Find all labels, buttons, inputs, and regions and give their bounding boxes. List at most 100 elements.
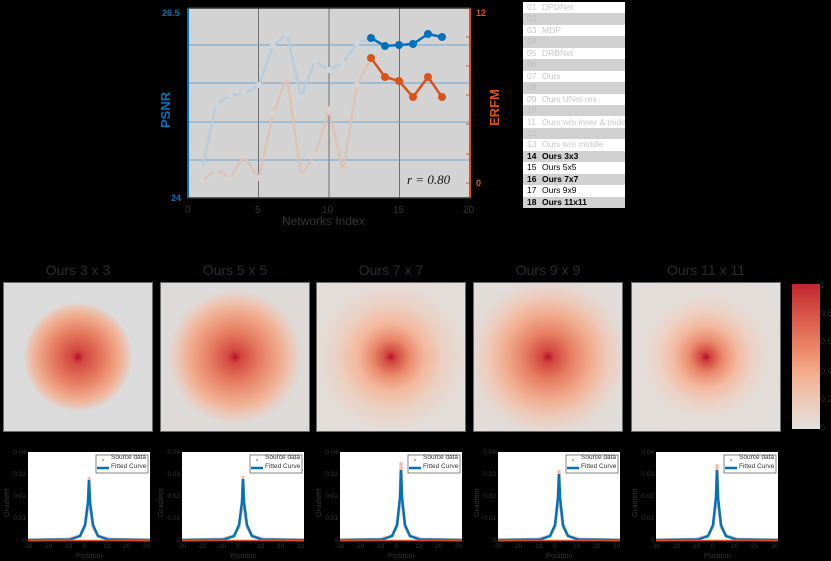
legend-item-label: DPDNet bbox=[542, 2, 574, 12]
legend-item-number: 02 bbox=[527, 13, 537, 24]
profile-y-tick: 0.01 bbox=[483, 515, 496, 522]
psnr-axis-label: PSNR bbox=[158, 91, 173, 128]
profile-y-label: Gradient bbox=[2, 488, 11, 517]
heatmap-title-3x3: Ours 3 x 3 bbox=[45, 262, 111, 278]
x-grid bbox=[258, 8, 400, 198]
erfm-markers bbox=[367, 54, 446, 101]
profile-x-tick: 30 bbox=[613, 543, 621, 550]
legend-item-number: 07 bbox=[527, 70, 537, 81]
profile-y-tick: 0.01 bbox=[641, 515, 654, 522]
heatmap-title-9x9: Ours 9 x 9 bbox=[515, 262, 581, 278]
legend-item: 07 Ours bbox=[523, 71, 625, 82]
legend-item-number: 14 bbox=[527, 150, 537, 161]
x-tick-10: 10 bbox=[322, 205, 334, 216]
legend-item-number: 09 bbox=[527, 93, 537, 104]
heatmap-title-7x7: Ours 7 x 7 bbox=[358, 262, 424, 278]
legend-item-label: Ours 5x5 bbox=[542, 162, 577, 173]
legend-item-label: Ours 11x11 bbox=[542, 196, 587, 207]
heatmap-7x7 bbox=[316, 282, 466, 432]
profile-y-tick: 0.01 bbox=[325, 515, 338, 522]
x-axis-label: Networks Index bbox=[282, 214, 365, 228]
heatmap-3x3 bbox=[3, 282, 153, 432]
profile-x-tick: 0 bbox=[395, 543, 399, 550]
erfm-tick-top: 12 bbox=[476, 8, 487, 18]
profile-y-tick: 0.01 bbox=[167, 515, 180, 522]
legend-item: 05 DRBNet bbox=[523, 48, 625, 59]
profile-y-tick: 0.01 bbox=[13, 515, 26, 522]
profile-y-tick: 0.04 bbox=[325, 449, 338, 456]
legend-item: 13 Ours w/o middle bbox=[523, 139, 625, 150]
profile-y-label: Gradient bbox=[156, 488, 165, 517]
profile-y-tick: 0 bbox=[334, 537, 338, 544]
profile-x-tick: -10 bbox=[533, 543, 543, 550]
legend-item-label: Ours 9x9 bbox=[542, 185, 577, 196]
profile-legend-source: Source data bbox=[111, 454, 147, 461]
profile-x-tick: -30 bbox=[493, 543, 503, 550]
heatmap-9x9 bbox=[473, 282, 623, 432]
psnr-markers-faded bbox=[199, 31, 360, 172]
legend-item-number: 03 bbox=[527, 24, 537, 35]
profile-x-tick: 10 bbox=[573, 543, 581, 550]
legend-item: 18 Ours 11x11 bbox=[523, 196, 625, 209]
legend-item-number: 16 bbox=[527, 173, 537, 184]
legend-item-label: Ours w/o inner & middle bbox=[542, 116, 625, 127]
profile-x-tick: 0 bbox=[237, 543, 241, 550]
right-ticks bbox=[466, 36, 470, 184]
profile-y-tick: 0.04 bbox=[483, 449, 496, 456]
legend-item-number: 18 bbox=[527, 196, 537, 207]
profile-x-tick: -10 bbox=[217, 543, 227, 550]
colorbar bbox=[792, 284, 820, 429]
profile-y-tick: 0.02 bbox=[13, 493, 26, 500]
profile-y-tick: 0.04 bbox=[13, 449, 26, 456]
legend-item-number: 15 bbox=[527, 162, 537, 173]
profile-x-tick: 20 bbox=[123, 543, 131, 550]
profile-legend-source: Source data bbox=[423, 454, 459, 461]
profile-x-tick: 30 bbox=[143, 543, 151, 550]
legend-item: 10 bbox=[523, 105, 625, 117]
profile-x-tick: 10 bbox=[731, 543, 739, 550]
profile-x-tick: 30 bbox=[297, 543, 305, 550]
profile-x-tick: 0 bbox=[553, 543, 557, 550]
profile-legend-fitted: Fitted Curve bbox=[739, 463, 775, 470]
profile-x-tick: 30 bbox=[771, 543, 779, 550]
legend-item: 16 Ours 7x7 bbox=[523, 173, 625, 186]
legend-item-number: 06 bbox=[527, 59, 537, 70]
main-plot bbox=[187, 7, 471, 199]
x-tick-20: 20 bbox=[463, 205, 475, 216]
profile-x-tick: -10 bbox=[691, 543, 701, 550]
legend-item-label: DRBNet bbox=[542, 47, 574, 58]
heatmap-11x11 bbox=[631, 282, 781, 432]
x-tick-0: 0 bbox=[185, 205, 191, 216]
profile-plots bbox=[27, 452, 779, 542]
profile-x-label: Position bbox=[388, 551, 415, 560]
network-legend: 01 DPDNet 02 03 MDP 04 05 DRBNet 06 07 Ours 08 09 Our… bbox=[523, 2, 625, 209]
profile-legend-fitted: Fitted Curve bbox=[265, 463, 301, 470]
profile-x-tick: 30 bbox=[455, 543, 463, 550]
profile-x-tick: 20 bbox=[751, 543, 759, 550]
profile-y-tick: 0 bbox=[492, 537, 496, 544]
legend-item: 02 bbox=[523, 13, 625, 25]
psnr-markers bbox=[367, 30, 446, 50]
profile-x-tick: -20 bbox=[513, 543, 523, 550]
legend-item: 01 DPDNet bbox=[523, 2, 625, 13]
profile-x-tick: 10 bbox=[103, 543, 111, 550]
profile-y-label: Gradient bbox=[472, 488, 481, 517]
legend-item: 03 MDP bbox=[523, 25, 625, 36]
legend-item-number: 01 bbox=[527, 2, 537, 12]
profile-legend-source: Source data bbox=[265, 454, 301, 461]
legend-item-number: 13 bbox=[527, 139, 537, 150]
legend-item-number: 04 bbox=[527, 36, 537, 47]
profile-y-tick: 0.02 bbox=[325, 493, 338, 500]
profile-x-tick: -30 bbox=[335, 543, 345, 550]
legend-item: 15 Ours 5x5 bbox=[523, 162, 625, 173]
legend-item: 17 Ours 9x9 bbox=[523, 185, 625, 196]
colorbar-tick-0.2: 0.2 bbox=[820, 394, 831, 404]
profile-x-tick: -30 bbox=[23, 543, 33, 550]
profile-x-tick: 20 bbox=[435, 543, 443, 550]
legend-item-number: 12 bbox=[527, 127, 537, 138]
heatmap-5x5 bbox=[160, 282, 310, 432]
heatmap-title-11x11: Ours 11 x 11 bbox=[666, 262, 746, 278]
profile-legend-source: Source data bbox=[581, 454, 617, 461]
legend-item-label: Ours bbox=[542, 70, 561, 81]
profile-x-tick: 20 bbox=[277, 543, 285, 550]
